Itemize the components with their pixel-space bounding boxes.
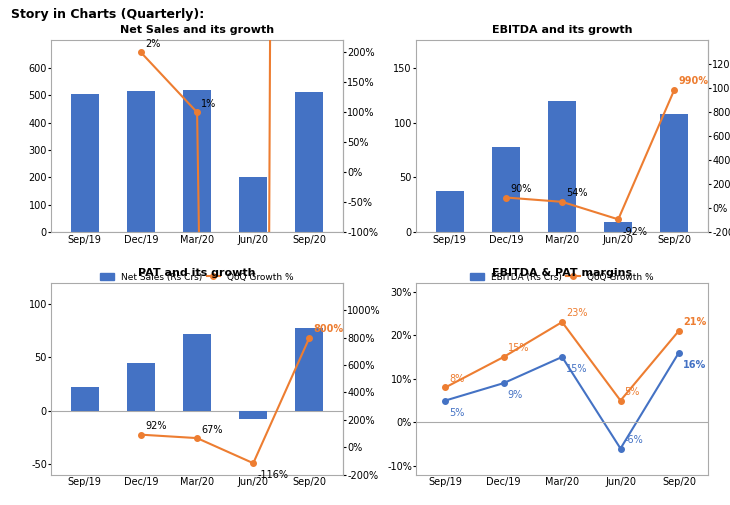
Bar [71,387,99,411]
Bar [239,411,267,419]
Bar [296,92,323,232]
Line: EBITDA margin %: EBITDA margin % [442,319,682,403]
Bar [604,222,632,232]
Text: 90%: 90% [510,184,531,194]
Text: 21%: 21% [683,317,707,327]
Text: 5%: 5% [625,387,640,397]
Text: 54%: 54% [566,188,588,198]
Bar [239,177,267,232]
Title: PAT and its growth: PAT and its growth [139,268,255,278]
Text: -116%: -116% [258,471,288,480]
EBITDA margin % [675,328,683,334]
Text: 23%: 23% [566,309,588,319]
Text: 990%: 990% [679,76,709,86]
EBITDA margin % [499,354,508,360]
Legend: EBITDA (Rs Crs), QoQ Growth %: EBITDA (Rs Crs), QoQ Growth % [466,269,658,285]
Bar [436,190,464,232]
Text: 800%: 800% [314,324,344,334]
Bar [492,147,520,232]
Bar [183,90,211,232]
Bar [183,334,211,411]
Bar [127,363,155,411]
PAT margin % [441,397,450,403]
PAT margin % [499,380,508,386]
Text: Story in Charts (Quarterly):: Story in Charts (Quarterly): [11,8,204,21]
EBITDA margin % [616,397,625,403]
Bar [296,328,323,411]
Text: 92%: 92% [145,421,166,431]
Bar [548,100,576,232]
EBITDA margin % [441,384,450,390]
Text: 8%: 8% [450,374,465,384]
Text: 9%: 9% [508,390,523,400]
EBITDA margin % [558,319,566,325]
Text: 2%: 2% [145,39,161,49]
Text: -92%: -92% [623,227,648,237]
Text: 16%: 16% [683,360,707,370]
Title: EBITDA & PAT margins: EBITDA & PAT margins [492,268,632,278]
PAT margin % [675,349,683,356]
Text: 15%: 15% [508,343,529,354]
Bar [127,91,155,232]
Title: EBITDA and its growth: EBITDA and its growth [492,25,632,35]
PAT margin % [558,354,566,360]
PAT margin % [616,445,625,451]
Text: 148%: 148% [0,504,1,505]
Bar [71,94,99,232]
Text: -6%: -6% [625,435,643,445]
Text: 15%: 15% [566,364,588,374]
Bar [661,114,688,232]
Title: Net Sales and its growth: Net Sales and its growth [120,25,274,35]
Legend: Net Sales (Rs Crs), QoQ Growth %: Net Sales (Rs Crs), QoQ Growth % [96,269,298,285]
Text: 5%: 5% [450,408,465,418]
Line: PAT margin %: PAT margin % [442,350,682,451]
Text: 67%: 67% [201,425,223,434]
Text: 1%: 1% [201,99,217,109]
Text: -60%: -60% [0,504,1,505]
